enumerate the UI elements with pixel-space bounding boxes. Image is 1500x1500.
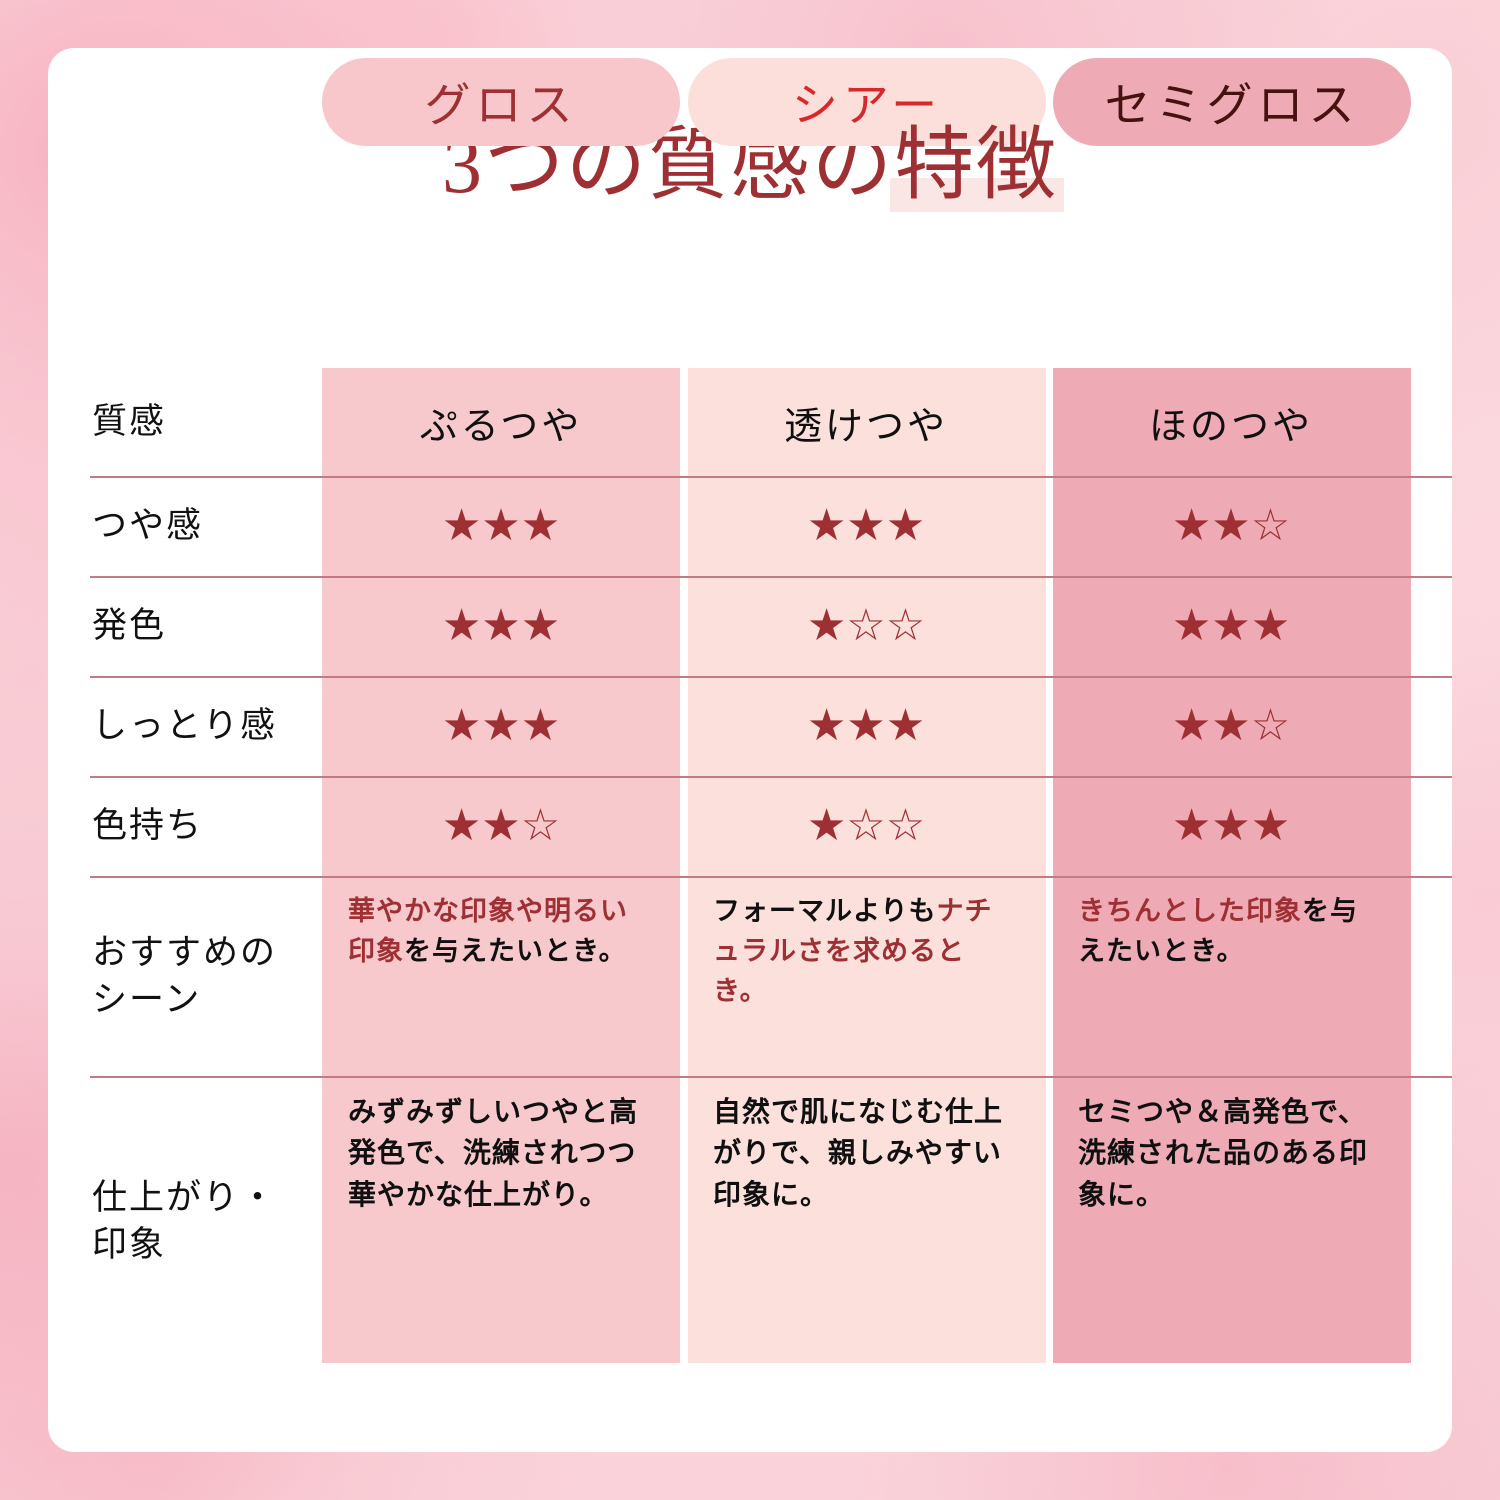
column-gap: [680, 776, 687, 876]
scene-gloss-plain: を与えたいとき。: [404, 935, 627, 966]
column-gap: [1045, 1076, 1052, 1366]
star-rating: ★★☆: [441, 800, 561, 851]
table-row-shine: つや感 ★★★ ★★★ ★★☆: [48, 476, 1452, 576]
cell-color-gloss: ★★★: [322, 576, 680, 676]
cell-shine-gloss: ★★★: [322, 476, 680, 576]
cell-scene-gloss: 華やかな印象や明るい印象を与えたいとき。: [322, 876, 680, 1076]
table-row-lasting: 色持ち ★★☆ ★☆☆ ★★★: [48, 776, 1452, 876]
table-row-scene: おすすめの シーン 華やかな印象や明るい印象を与えたいとき。 フォーマルよりもナ…: [48, 876, 1452, 1076]
finish-gloss-text: みずみずしいつやと高発色で、洗練されつつ華やかな仕上がり。: [348, 1097, 639, 1211]
cell-moisture-sheer: ★★★: [687, 676, 1045, 776]
column-gap: [1045, 676, 1052, 776]
row-label-color: 発色: [92, 606, 167, 646]
column-gap: [1045, 368, 1052, 476]
star-rating: ★★★: [441, 500, 561, 551]
cell-scene-sheer: フォーマルよりもナチュラルさを求めるとき。: [687, 876, 1045, 1076]
column-gap: [680, 576, 687, 676]
column-gap: [680, 876, 687, 1076]
table-row-texture: 質感 ぷるつや 透けつや ほのつや: [48, 368, 1452, 476]
column-gap: [680, 676, 687, 776]
column-header-sheer[interactable]: シアー: [688, 58, 1046, 146]
cell-lasting-semi: ★★★: [1052, 776, 1410, 876]
row-label-moisture: しっとり感: [92, 706, 278, 746]
row-label-finish: 仕上がり・ 印象: [48, 1076, 322, 1366]
finish-semi-text: セミつや＆高発色で、洗練された品のある印象に。: [1078, 1097, 1369, 1211]
column-band-semi: [1053, 368, 1411, 1363]
scene-sheer-plain: フォーマルよりも: [713, 896, 937, 926]
table-row-moisture: しっとり感 ★★★ ★★★ ★★☆: [48, 676, 1452, 776]
star-rating: ★★★: [806, 700, 926, 751]
column-gap: [680, 368, 687, 476]
star-rating: ★★★: [806, 500, 926, 551]
row-label-texture: 質感: [92, 402, 167, 442]
cell-finish-sheer: 自然で肌になじむ仕上がりで、親しみやすい印象に。: [687, 1076, 1045, 1366]
row-label-scene: おすすめの シーン: [48, 876, 322, 1076]
star-rating: ★☆☆: [806, 800, 926, 851]
cell-color-semi: ★★★: [1052, 576, 1410, 676]
star-rating: ★★★: [1171, 800, 1291, 851]
column-gap: [1045, 576, 1052, 676]
cell-moisture-semi: ★★☆: [1052, 676, 1410, 776]
scene-gloss-accent: 華やかな印象や明るい印象: [348, 896, 628, 966]
cell-shine-sheer: ★★★: [687, 476, 1045, 576]
comparison-table: 質感 ぷるつや 透けつや ほのつや つや感 ★★★ ★★★ ★★☆ 発色 ★★★…: [48, 368, 1452, 1366]
cell-shine-semi: ★★☆: [1052, 476, 1410, 576]
cell-lasting-sheer: ★☆☆: [687, 776, 1045, 876]
column-band-gloss: [322, 368, 680, 1363]
column-band-sheer: [688, 368, 1046, 1363]
table-row-color: 発色 ★★★ ★☆☆ ★★★: [48, 576, 1452, 676]
scene-sheer-accent: ナチュラルさを求めるとき。: [713, 896, 993, 1006]
row-label-shine: つや感: [92, 506, 204, 546]
table-row-finish: 仕上がり・ 印象 みずみずしいつやと高発色で、洗練されつつ華やかな仕上がり。 自…: [48, 1076, 1452, 1366]
cell-color-sheer: ★☆☆: [687, 576, 1045, 676]
cell-finish-semi: セミつや＆高発色で、洗練された品のある印象に。: [1052, 1076, 1410, 1366]
scene-semi-accent: きちんとした印象: [1078, 896, 1302, 926]
content-card: 3つの質感の特徴 グロス シアー セミグロス 質感 ぷるつや 透けつや ほのつや…: [48, 48, 1452, 1452]
column-gap: [680, 476, 687, 576]
column-header-gloss[interactable]: グロス: [322, 58, 680, 146]
star-rating: ★★★: [441, 700, 561, 751]
star-rating: ★☆☆: [806, 600, 926, 651]
title-highlight-text: 特徴: [894, 122, 1058, 210]
star-rating: ★★★: [1171, 600, 1291, 651]
cell-texture-semi: ほのつや: [1148, 405, 1313, 448]
row-label-scene-line1: おすすめの: [92, 932, 278, 972]
cell-scene-semi: きちんとした印象を与えたいとき。: [1052, 876, 1410, 1076]
row-label-lasting: 色持ち: [92, 806, 204, 846]
row-label-scene-line2: シーン: [92, 980, 202, 1019]
scene-semi-plain: を与えたいとき。: [1078, 896, 1358, 966]
star-rating: ★★☆: [1171, 700, 1291, 751]
row-label-finish-line1: 仕上がり・: [92, 1177, 278, 1217]
cell-moisture-gloss: ★★★: [322, 676, 680, 776]
cell-lasting-gloss: ★★☆: [322, 776, 680, 876]
star-rating: ★★★: [441, 600, 561, 651]
column-gap: [1045, 476, 1052, 576]
column-header-semi-gloss[interactable]: セミグロス: [1053, 58, 1411, 146]
column-gap: [1045, 876, 1052, 1076]
cell-texture-sheer: 透けつや: [783, 405, 948, 448]
column-gap: [680, 1076, 687, 1366]
column-gap: [1045, 776, 1052, 876]
title-highlight: 特徴: [890, 126, 1064, 212]
finish-sheer-text: 自然で肌になじむ仕上がりで、親しみやすい印象に。: [713, 1097, 1004, 1211]
cell-finish-gloss: みずみずしいつやと高発色で、洗練されつつ華やかな仕上がり。: [322, 1076, 680, 1366]
star-rating: ★★☆: [1171, 500, 1291, 551]
row-label-finish-line2: 印象: [92, 1225, 167, 1264]
cell-texture-gloss: ぷるつや: [419, 405, 583, 448]
